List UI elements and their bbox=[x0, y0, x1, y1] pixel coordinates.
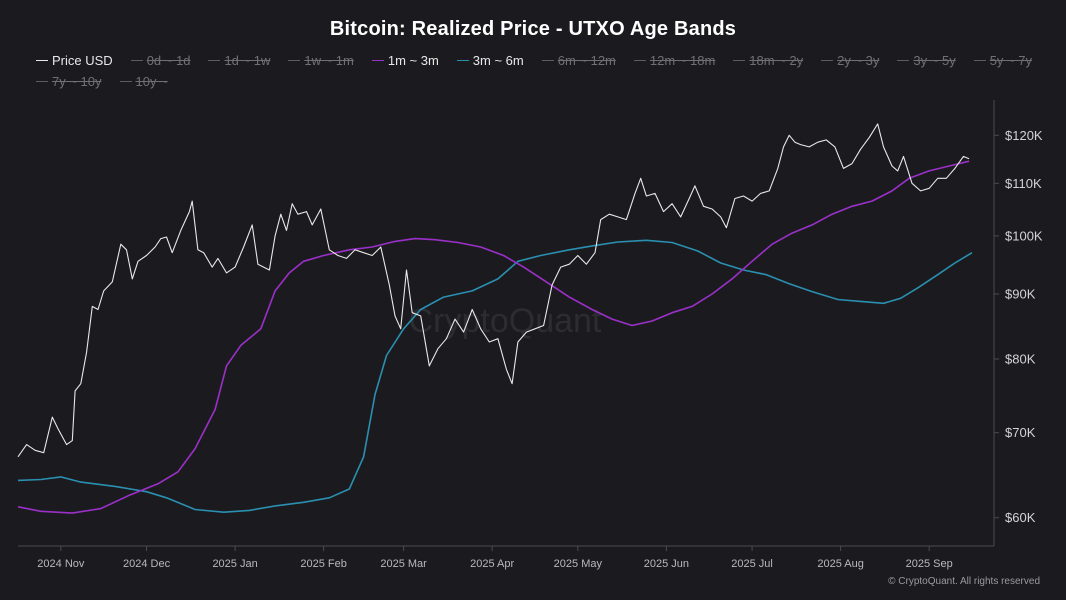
legend-label: 7y ~ 10y bbox=[52, 74, 102, 89]
legend-swatch bbox=[897, 60, 910, 61]
legend-swatch bbox=[288, 60, 301, 61]
chart-title: Bitcoin: Realized Price - UTXO Age Bands bbox=[329, 18, 737, 40]
legend-swatch bbox=[208, 60, 221, 61]
y-tick-label: $120K bbox=[1005, 128, 1043, 143]
legend-label: 5y ~ 7y bbox=[989, 53, 1032, 68]
legend-item[interactable]: 5y ~ 7y bbox=[973, 52, 1032, 69]
legend: Price USD 0d ~ 1d 1d ~ 1w 1w ~ 1m 1m ~ 3m 3m … bbox=[36, 52, 1046, 90]
y-tick-label: $100K bbox=[1005, 228, 1043, 243]
x-tick-label: 2024 Dec bbox=[123, 558, 171, 570]
y-tick-label: $110K bbox=[1005, 176, 1042, 191]
axes bbox=[18, 100, 995, 547]
legend-item[interactable]: 18m ~ 2y bbox=[733, 52, 803, 69]
legend-label: 1d ~ 1w bbox=[224, 53, 271, 68]
legend-item[interactable]: 0d ~ 1d bbox=[130, 52, 191, 69]
legend-swatch bbox=[371, 60, 384, 61]
legend-item[interactable]: 1w ~ 1m bbox=[288, 52, 354, 69]
legend-swatch bbox=[119, 81, 132, 82]
x-tick-label: 2025 Aug bbox=[817, 558, 864, 570]
legend-label: 3y ~ 5y bbox=[913, 53, 956, 68]
legend-swatch bbox=[36, 81, 48, 82]
legend-label: 1m ~ 3m bbox=[387, 53, 439, 68]
legend-item[interactable]: 3m ~ 6m bbox=[456, 52, 524, 69]
x-tick-label: 2025 Jun bbox=[644, 558, 689, 570]
legend-swatch bbox=[633, 60, 646, 61]
y-axis-ticks: $60K $70K $80K $90K $100K $110K $120K bbox=[994, 128, 1043, 525]
legend-item[interactable]: 12m ~ 18m bbox=[633, 52, 716, 69]
legend-swatch bbox=[733, 60, 746, 61]
legend-item[interactable]: Price USD bbox=[36, 52, 113, 69]
legend-label: Price USD bbox=[52, 53, 113, 68]
y-tick-label: $60K bbox=[1005, 510, 1036, 525]
series-line-price-usd bbox=[17, 123, 970, 458]
x-tick-label: 2025 Mar bbox=[380, 558, 427, 570]
legend-label: 6m ~ 12m bbox=[557, 53, 616, 68]
legend-item[interactable]: 7y ~ 10y bbox=[36, 73, 102, 90]
legend-swatch bbox=[821, 60, 834, 61]
y-tick-label: $90K bbox=[1005, 286, 1036, 301]
legend-label: 10y ~ bbox=[135, 74, 168, 89]
legend-item[interactable]: 3y ~ 5y bbox=[897, 52, 956, 69]
legend-item[interactable]: 6m ~ 12m bbox=[541, 52, 616, 69]
legend-swatch bbox=[541, 60, 554, 61]
x-tick-label: 2025 Jul bbox=[731, 558, 773, 570]
x-axis-ticks: 2024 Nov 2024 Dec 2025 Jan 2025 Feb 2025 Mar… bbox=[37, 546, 953, 570]
series-layer bbox=[17, 123, 973, 514]
x-tick-label: 2025 Sep bbox=[906, 558, 953, 570]
x-tick-label: 2025 Jan bbox=[212, 558, 257, 570]
legend-swatch bbox=[36, 60, 48, 61]
series-line-3m-6m bbox=[17, 239, 973, 513]
legend-item[interactable]: 10y ~ bbox=[119, 73, 168, 90]
legend-item[interactable]: 1m ~ 3m bbox=[371, 52, 439, 69]
x-tick-label: 2025 Feb bbox=[300, 558, 346, 570]
copyright-notice: © CryptoQuant. All rights reserved bbox=[888, 576, 1040, 587]
legend-label: 2y ~ 3y bbox=[837, 53, 880, 68]
series-line-1m-3m bbox=[17, 160, 970, 514]
legend-label: 12m ~ 18m bbox=[649, 53, 716, 68]
x-tick-label: 2025 May bbox=[554, 558, 603, 570]
x-tick-label: 2024 Nov bbox=[37, 558, 85, 570]
legend-swatch bbox=[130, 60, 143, 61]
legend-label: 1w ~ 1m bbox=[304, 53, 354, 68]
legend-swatch bbox=[456, 60, 469, 61]
watermark: CryptoQuant bbox=[409, 302, 602, 340]
legend-item[interactable]: 1d ~ 1w bbox=[208, 52, 270, 69]
legend-swatch bbox=[973, 60, 986, 61]
legend-item[interactable]: 2y ~ 3y bbox=[821, 52, 879, 69]
y-tick-label: $70K bbox=[1005, 425, 1036, 440]
legend-label: 18m ~ 2y bbox=[749, 53, 804, 68]
legend-label: 3m ~ 6m bbox=[472, 53, 524, 68]
legend-label: 0d ~ 1d bbox=[146, 53, 191, 68]
x-tick-label: 2025 Apr bbox=[470, 558, 514, 570]
y-tick-label: $80K bbox=[1005, 351, 1036, 366]
